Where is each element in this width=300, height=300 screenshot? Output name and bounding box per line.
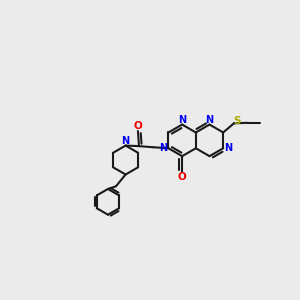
Text: O: O	[133, 121, 142, 131]
Text: N: N	[178, 115, 186, 125]
Text: N: N	[160, 143, 168, 153]
Text: N: N	[121, 136, 129, 146]
Text: O: O	[178, 172, 187, 182]
Text: N: N	[224, 143, 232, 153]
Text: S: S	[233, 116, 241, 126]
Text: N: N	[206, 115, 214, 125]
